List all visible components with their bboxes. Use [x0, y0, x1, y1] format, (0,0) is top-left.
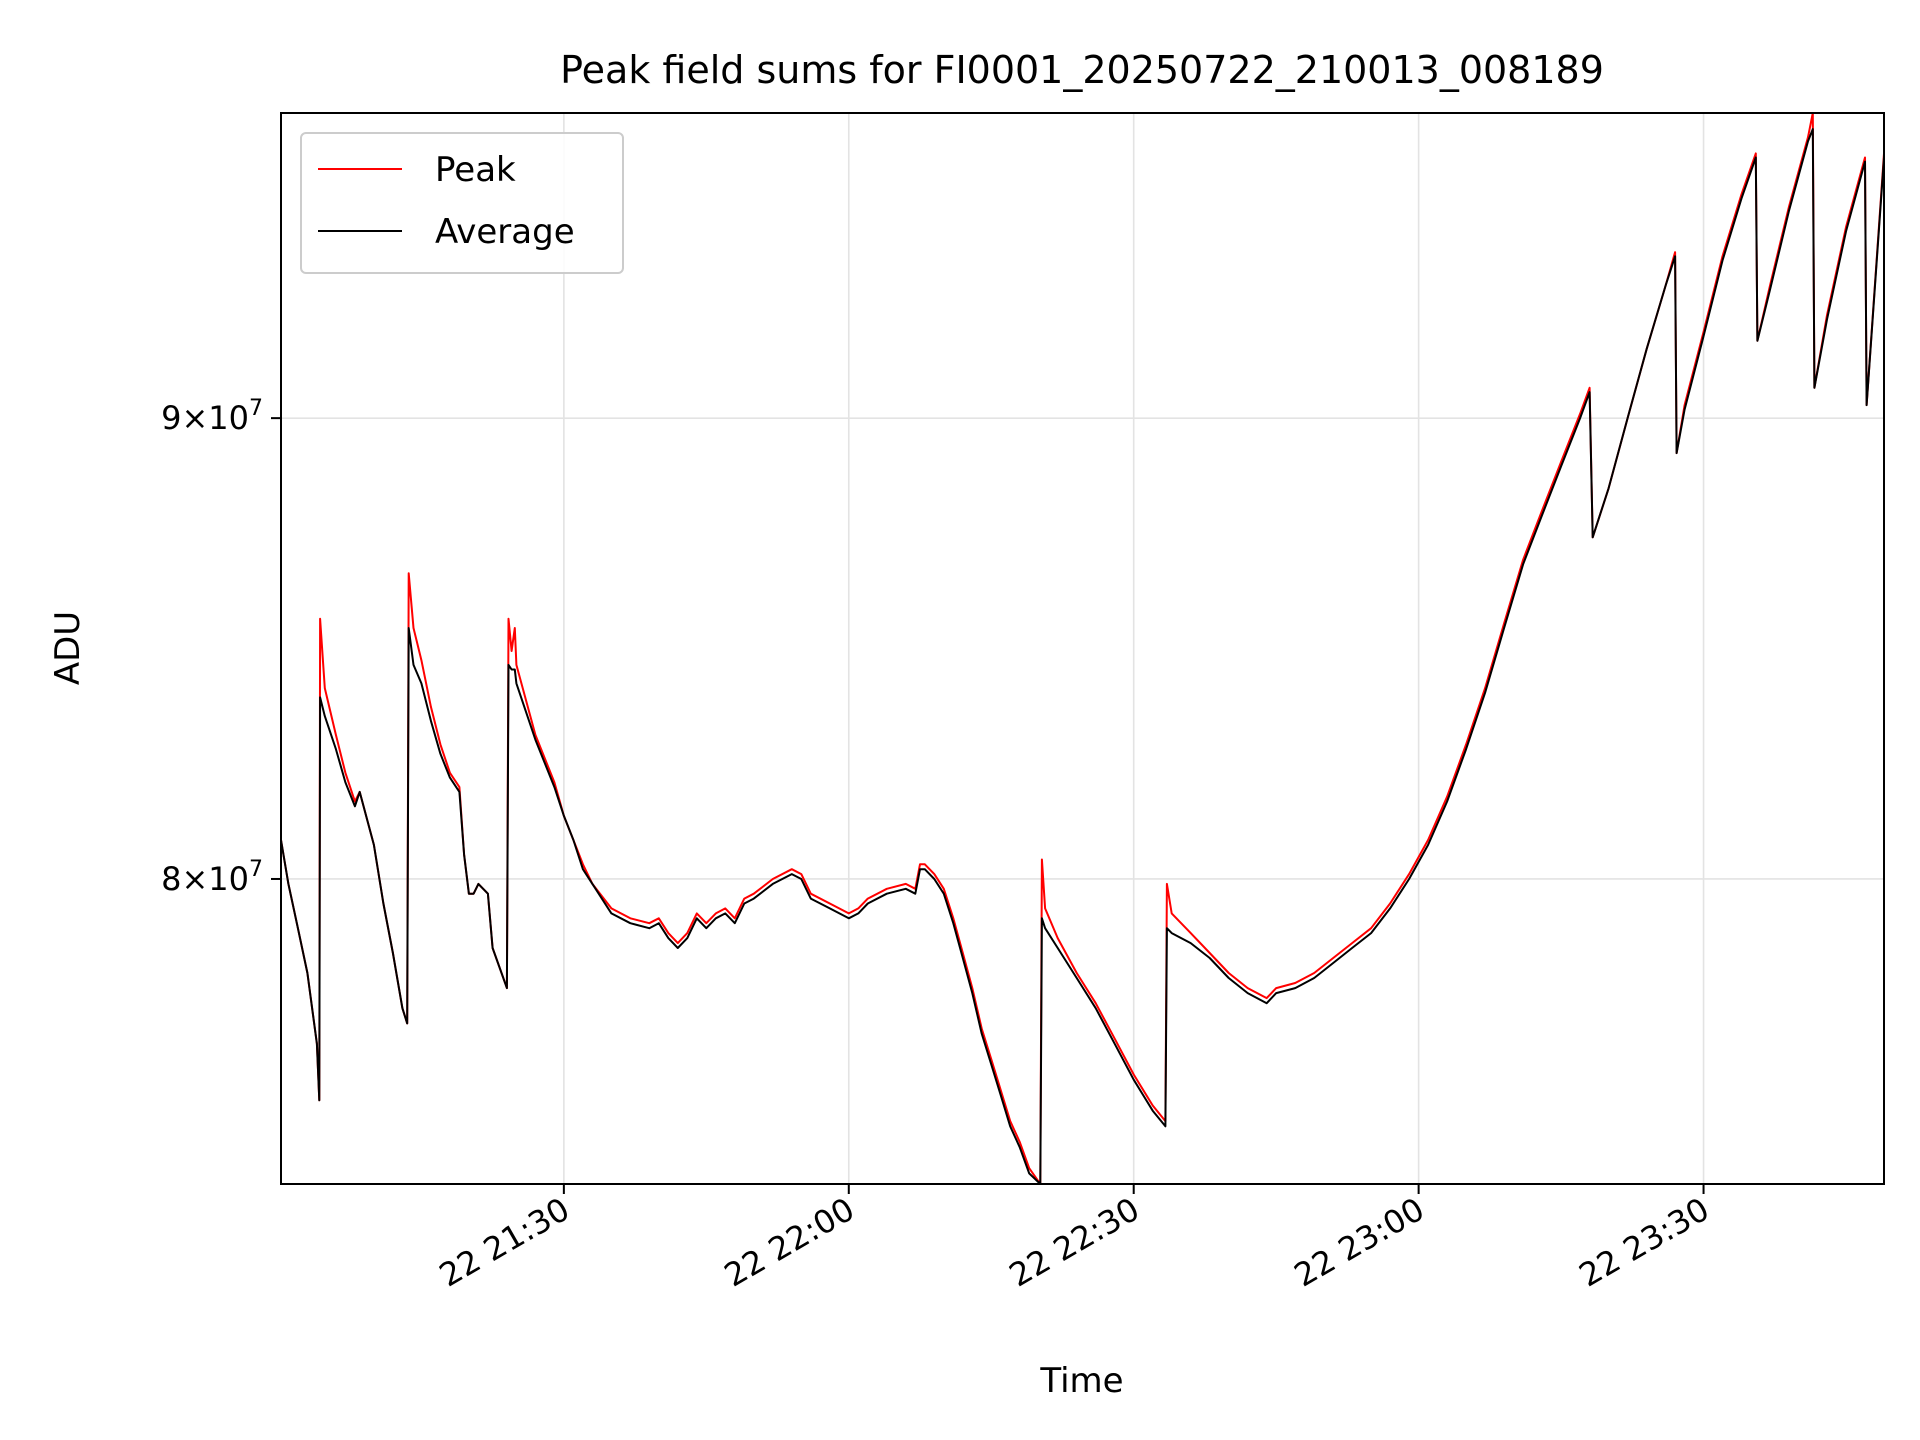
- legend-label-peak: Peak: [435, 150, 516, 190]
- series-line-average: [281, 128, 1884, 1184]
- plot-frame: [280, 112, 1885, 1185]
- series-layer: [281, 113, 1884, 1184]
- y-tick-label: 8×107: [161, 857, 263, 898]
- y-axis-ticks: 8×107 9×107: [161, 396, 281, 898]
- x-axis-label: Time: [1039, 1361, 1123, 1401]
- y-axis-label: ADU: [48, 611, 88, 685]
- grid-lines: [281, 113, 1884, 1184]
- legend-label-average: Average: [435, 212, 575, 252]
- chart-title: Peak field sums for FI0001_20250722_2100…: [560, 48, 1604, 92]
- legend: Peak Average: [300, 132, 624, 274]
- y-tick-label: 9×107: [161, 396, 263, 437]
